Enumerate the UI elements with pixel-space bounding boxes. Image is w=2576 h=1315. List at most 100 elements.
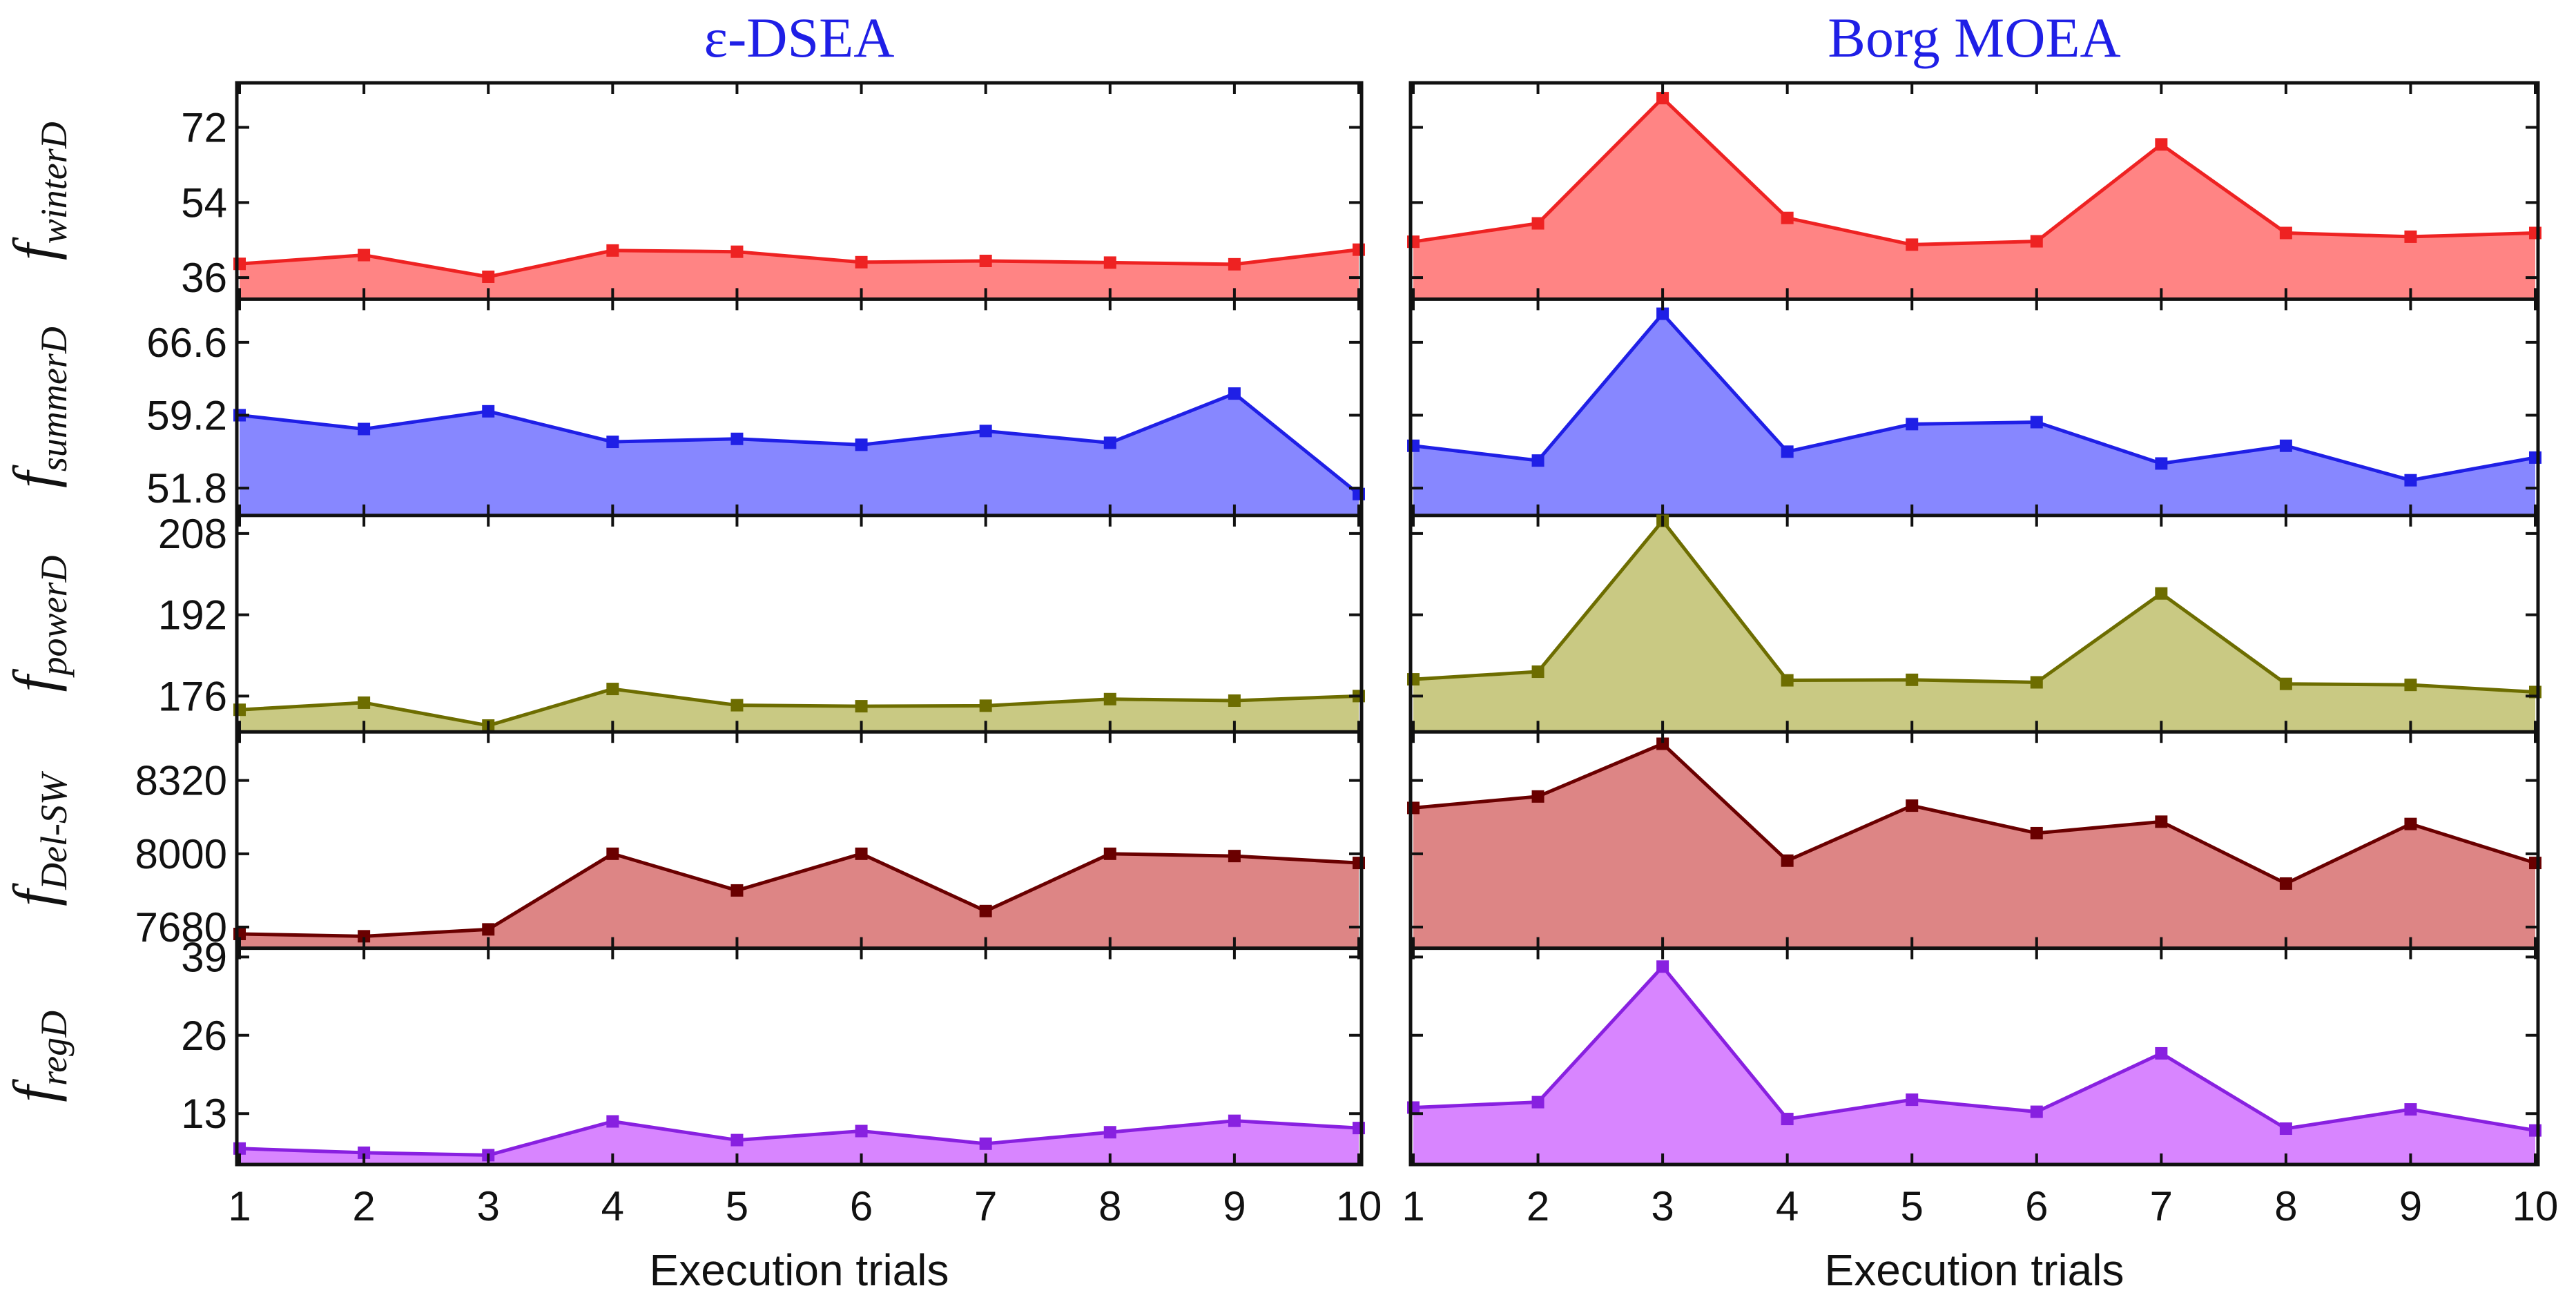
- point-reg-borg-5: [1906, 1093, 1919, 1107]
- point-summer-edsea-4: [606, 436, 619, 449]
- point-summer-borg-8: [2279, 439, 2292, 452]
- x-tick-label-edsea-1: 1: [228, 1183, 251, 1229]
- y-tick-label-winter-1: 54: [181, 179, 227, 226]
- area-reg-edsea: [240, 1120, 1359, 1165]
- point-delsw-borg-4: [1781, 854, 1794, 867]
- point-power-edsea-5: [730, 699, 744, 712]
- y-tick-label-delsw-2: 8320: [135, 758, 227, 804]
- point-delsw-edsea-6: [855, 847, 868, 860]
- point-winter-edsea-9: [1228, 257, 1241, 271]
- x-tick-label-borg-6: 6: [2025, 1183, 2048, 1229]
- point-winter-edsea-7: [979, 254, 992, 267]
- point-power-borg-9: [2404, 679, 2417, 692]
- x-tick-label-borg-7: 7: [2150, 1183, 2173, 1229]
- point-power-borg-2: [1531, 665, 1544, 679]
- point-summer-borg-6: [2030, 416, 2043, 429]
- point-summer-edsea-5: [730, 432, 744, 445]
- point-reg-borg-7: [2155, 1046, 2168, 1060]
- point-delsw-edsea-5: [730, 884, 744, 897]
- x-axis-label-borg: Execution trials: [1825, 1245, 2124, 1295]
- area-summer-edsea: [240, 393, 1359, 516]
- point-summer-edsea-8: [1103, 436, 1116, 449]
- x-tick-label-edsea-9: 9: [1223, 1183, 1246, 1229]
- point-winter-edsea-2: [358, 249, 371, 262]
- point-reg-edsea-4: [606, 1115, 619, 1128]
- point-summer-borg-5: [1906, 418, 1919, 431]
- y-tick-label-reg-1: 26: [181, 1013, 227, 1059]
- point-power-edsea-9: [1228, 694, 1241, 707]
- x-tick-label-borg-9: 9: [2399, 1183, 2422, 1229]
- area-delsw-edsea: [240, 853, 1359, 948]
- x-tick-label-borg-3: 3: [1651, 1183, 1674, 1229]
- point-power-borg-5: [1906, 673, 1919, 686]
- area-summer-borg: [1413, 313, 2535, 516]
- point-power-borg-4: [1781, 674, 1794, 687]
- point-summer-borg-7: [2155, 457, 2168, 470]
- point-delsw-borg-6: [2030, 826, 2043, 839]
- point-summer-borg-2: [1531, 454, 1544, 467]
- point-winter-borg-6: [2030, 235, 2043, 248]
- column-title-borg: Borg MOEA: [1828, 6, 2120, 69]
- line-winter-borg: [1413, 96, 2536, 246]
- point-winter-borg-7: [2155, 138, 2168, 151]
- point-reg-borg-2: [1531, 1095, 1544, 1109]
- x-tick-label-borg-1: 1: [1402, 1183, 1424, 1229]
- point-power-borg-8: [2279, 677, 2292, 690]
- y-axis-label-summer-sub: summerD: [33, 327, 75, 471]
- y-axis-label-winter: fwinterD: [1, 121, 75, 260]
- column-title-edsea: ε-DSEA: [704, 6, 895, 69]
- point-power-edsea-2: [358, 696, 371, 709]
- y-tick-label-summer-2: 66.6: [146, 320, 227, 366]
- y-axis-label-reg: fregD: [1, 1011, 75, 1102]
- point-power-edsea-6: [855, 700, 868, 713]
- point-reg-edsea-6: [855, 1124, 868, 1138]
- x-tick-label-borg-10: 10: [2512, 1183, 2559, 1229]
- area-power-edsea: [240, 689, 1359, 732]
- area-reg-borg: [1413, 966, 2535, 1165]
- x-tick-label-edsea-4: 4: [601, 1183, 624, 1229]
- line-reg-borg: [1413, 964, 2536, 1133]
- point-power-borg-6: [2030, 676, 2043, 689]
- area-winter-borg: [1413, 98, 2535, 300]
- point-delsw-borg-7: [2155, 815, 2168, 828]
- point-power-edsea-7: [979, 699, 992, 712]
- point-summer-edsea-9: [1228, 387, 1241, 400]
- y-tick-label-power-2: 208: [158, 511, 227, 557]
- area-winter-edsea: [240, 249, 1359, 300]
- point-winter-borg-9: [2404, 230, 2417, 243]
- point-winter-edsea-3: [482, 270, 495, 283]
- x-tick-label-edsea-10: 10: [1336, 1183, 1382, 1229]
- y-tick-label-power-1: 192: [158, 592, 227, 639]
- point-delsw-borg-5: [1906, 799, 1919, 812]
- line-summer-borg: [1413, 312, 2536, 483]
- point-summer-edsea-3: [482, 405, 495, 418]
- point-winter-edsea-4: [606, 244, 619, 257]
- y-tick-label-power-0: 176: [158, 673, 227, 719]
- point-reg-borg-4: [1781, 1113, 1794, 1126]
- x-tick-label-edsea-8: 8: [1098, 1183, 1121, 1229]
- y-axis-label-winter-sub: winterD: [33, 121, 75, 244]
- line-delsw-edsea: [239, 852, 1359, 938]
- area-delsw-borg: [1413, 743, 2535, 948]
- point-reg-edsea-9: [1228, 1114, 1241, 1127]
- y-tick-label-delsw-0: 7680: [135, 904, 227, 951]
- x-tick-label-edsea-7: 7: [974, 1183, 997, 1229]
- x-tick-label-edsea-3: 3: [477, 1183, 500, 1229]
- area-power-borg: [1413, 520, 2535, 732]
- point-delsw-edsea-2: [358, 930, 371, 943]
- point-reg-borg-3: [1656, 960, 1669, 973]
- point-delsw-borg-3: [1656, 737, 1669, 750]
- point-winter-edsea-6: [855, 255, 868, 269]
- point-summer-edsea-2: [358, 422, 371, 436]
- panel-frame-borg: [1408, 81, 2540, 1167]
- x-tick-label-edsea-5: 5: [726, 1183, 748, 1229]
- point-power-edsea-4: [606, 683, 619, 696]
- point-delsw-borg-9: [2404, 817, 2417, 830]
- line-power-borg: [1413, 518, 2536, 694]
- x-axis-label-edsea: Execution trials: [650, 1245, 949, 1295]
- point-delsw-edsea-3: [482, 923, 495, 936]
- y-tick-label-reg-2: 39: [181, 934, 227, 980]
- y-tick-label-winter-0: 36: [181, 255, 227, 301]
- point-winter-borg-4: [1781, 211, 1794, 224]
- point-delsw-edsea-9: [1228, 850, 1241, 863]
